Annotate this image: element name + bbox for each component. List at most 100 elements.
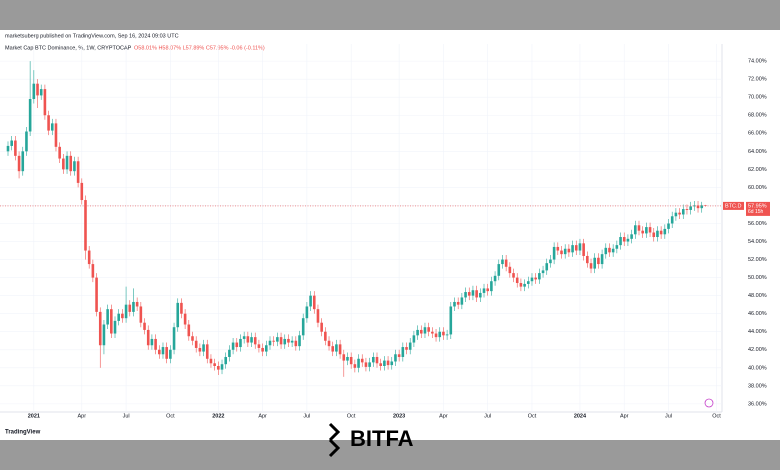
candle-body	[434, 333, 438, 338]
y-tick-label: 60.00%	[748, 185, 767, 191]
candle-body	[39, 89, 43, 96]
candle-body	[98, 311, 102, 346]
candle-body	[390, 361, 394, 366]
y-tick-label: 52.00%	[748, 257, 767, 263]
candle-body	[408, 342, 412, 350]
x-tick-label: Jul	[123, 413, 130, 419]
candle-body	[663, 228, 667, 235]
candle-body	[608, 247, 611, 253]
candle-body	[180, 302, 183, 314]
candle-body	[582, 243, 585, 256]
x-tick-label: 2022	[212, 413, 224, 419]
price-tag: 57.95%	[748, 203, 767, 209]
candle-body	[14, 140, 17, 156]
candle-body	[95, 277, 98, 312]
candle-body	[622, 237, 626, 242]
candle-body	[202, 344, 205, 352]
publisher: marketsuberg published on TradingView.co…	[5, 33, 179, 39]
candle-body	[76, 161, 80, 183]
ohlc: O58.01% H58.07% L57.89% C57.95% -0.06 (-…	[134, 45, 265, 51]
candle-body	[62, 158, 65, 170]
candle-body	[523, 283, 526, 287]
candle-body	[121, 313, 124, 319]
candle-body	[290, 340, 294, 343]
candle-body	[634, 225, 637, 235]
candle-body	[600, 254, 604, 265]
candle-body	[471, 290, 475, 296]
candle-body	[21, 151, 25, 172]
candle-body	[674, 212, 678, 217]
candle-body	[545, 263, 549, 271]
candle-body	[209, 358, 213, 364]
panel	[0, 30, 780, 440]
candle-body	[556, 246, 560, 251]
candle-body	[338, 344, 342, 355]
candle-body	[427, 327, 430, 332]
candle-body	[372, 356, 375, 363]
candle-body	[154, 338, 157, 350]
x-tick-label: Oct	[712, 413, 721, 419]
candle-body	[578, 243, 582, 251]
candle-body	[276, 337, 279, 342]
candle-body	[490, 281, 493, 292]
y-tick-label: 38.00%	[748, 383, 767, 389]
candle-body	[287, 338, 290, 343]
candle-body	[217, 366, 220, 370]
candle-body	[17, 155, 21, 172]
y-tick-label: 66.00%	[748, 131, 767, 137]
candle-body	[213, 363, 216, 366]
candle-body	[279, 337, 283, 345]
candle-body	[541, 270, 545, 274]
candle-body	[357, 358, 360, 368]
y-tick-label: 36.00%	[748, 401, 767, 407]
candle-body	[183, 313, 187, 325]
candle-body	[309, 295, 312, 307]
candle-body	[246, 336, 250, 343]
candle-body	[239, 338, 242, 348]
candle-body	[331, 346, 335, 352]
candle-body	[386, 360, 390, 366]
candle-body	[43, 89, 47, 116]
y-tick-label: 72.00%	[748, 77, 767, 83]
x-tick-label: Jul	[484, 413, 491, 419]
candle-body	[571, 245, 574, 253]
candle-body	[268, 340, 272, 346]
candle-body	[58, 146, 61, 159]
y-tick-label: 56.00%	[748, 221, 767, 227]
candle-body	[696, 205, 700, 209]
candle-body	[685, 209, 689, 210]
candle-body	[346, 356, 349, 361]
candle-body	[552, 246, 556, 260]
candle-body	[560, 250, 563, 255]
candle-body	[501, 259, 504, 265]
candle-body	[423, 327, 427, 334]
candle-body	[353, 364, 357, 368]
icon	[704, 398, 714, 408]
candle-body	[453, 301, 456, 307]
candle-body	[342, 354, 346, 361]
candle-body	[150, 338, 154, 346]
candle-body	[615, 245, 619, 249]
candle-body	[486, 288, 489, 292]
candle-body	[586, 255, 589, 264]
candle-body	[493, 275, 497, 282]
candle-body	[656, 230, 659, 238]
y-tick-label: 74.00%	[748, 59, 767, 65]
x-tick-label: Oct	[528, 413, 537, 419]
candle-body	[124, 304, 128, 319]
y-tick-label: 40.00%	[748, 365, 767, 371]
candle-body	[467, 292, 471, 296]
candle-body	[80, 182, 84, 201]
candle-body	[515, 277, 519, 284]
candle-body	[312, 295, 316, 310]
candle-body	[670, 216, 674, 224]
candle-body	[678, 212, 681, 215]
candle-body	[187, 324, 191, 337]
candle-body	[574, 245, 578, 251]
candle-body	[405, 347, 408, 350]
candle-body	[416, 329, 419, 336]
candle-body	[652, 232, 656, 238]
candle-body	[298, 335, 301, 347]
candle-body	[667, 223, 670, 229]
